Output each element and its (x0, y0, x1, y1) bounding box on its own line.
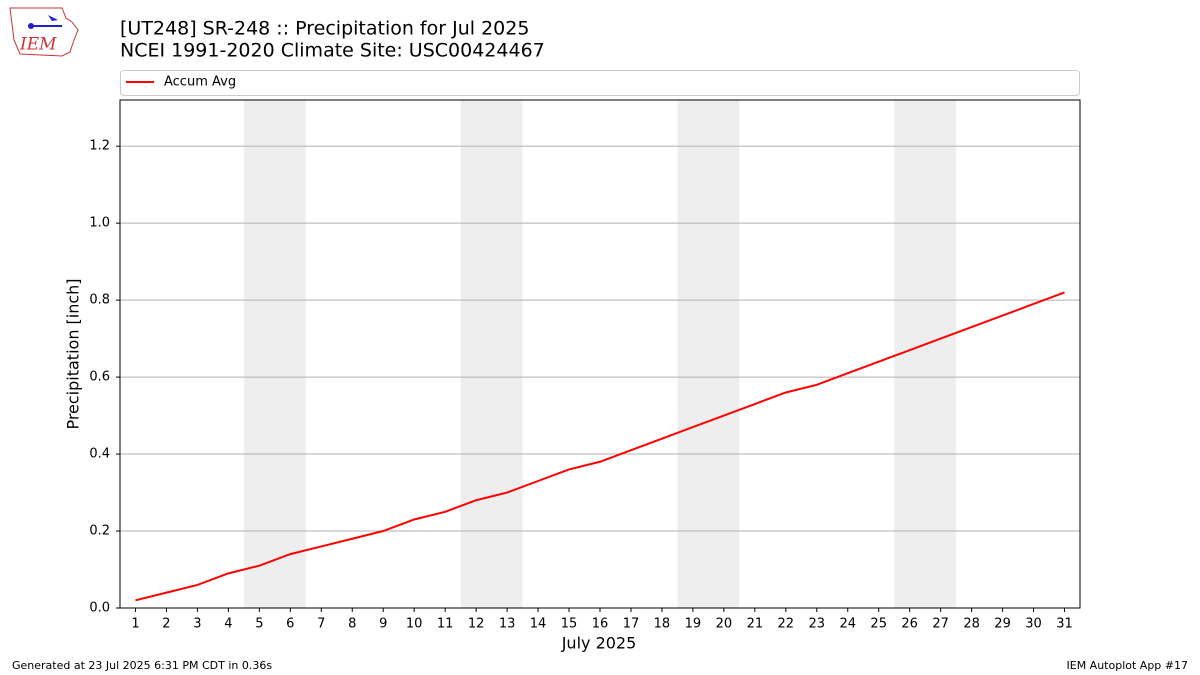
plot-frame (119, 99, 1081, 609)
logo-outline (9, 7, 79, 57)
x-tick-label: 8 (348, 617, 356, 632)
x-tick-label: 21 (747, 617, 764, 632)
x-tick-label: 31 (1056, 617, 1073, 632)
x-tick-label: 18 (654, 617, 671, 632)
y-tick-label: 0.4 (89, 447, 110, 462)
y-tick-label: 0.8 (89, 293, 110, 308)
x-tick-label: 9 (379, 617, 387, 632)
x-tick-label: 29 (994, 617, 1011, 632)
x-tick-label: 24 (839, 617, 856, 632)
x-tick-label: 10 (406, 617, 423, 632)
y-tick-label: 0.6 (89, 370, 110, 385)
x-tick-label: 4 (224, 617, 232, 632)
x-tick-label: 6 (286, 617, 294, 632)
weekend-shade (243, 100, 306, 608)
x-tick-label: 13 (499, 617, 516, 632)
y-axis-label: Precipitation [inch] (64, 278, 83, 429)
x-tick-label: 28 (963, 617, 980, 632)
x-tick-label: 2 (162, 617, 170, 632)
logo: IEM (9, 7, 79, 57)
y-tick-label: 1.0 (89, 216, 110, 231)
legend-box (120, 70, 1080, 96)
y-tick-label: 0.2 (89, 524, 110, 539)
footer-right: IEM Autoplot App #17 (1067, 659, 1189, 672)
x-tick-label: 11 (437, 617, 454, 632)
x-tick-label: 23 (809, 617, 826, 632)
x-tick-label: 19 (685, 617, 702, 632)
y-tick-label: 0.0 (89, 601, 110, 616)
x-tick-label: 30 (1025, 617, 1042, 632)
x-tick-label: 17 (623, 617, 640, 632)
x-tick-label: 16 (592, 617, 609, 632)
weekend-shade (460, 100, 523, 608)
logo-dot (28, 23, 34, 29)
x-tick-label: 14 (530, 617, 547, 632)
weekend-shade (677, 100, 740, 608)
chart-title: [UT248] SR-248 :: Precipitation for Jul … (120, 18, 529, 40)
x-tick-label: 12 (468, 617, 485, 632)
weekend-shade (894, 100, 957, 608)
legend-label: Accum Avg (164, 75, 236, 90)
line-series (135, 291, 1065, 602)
logo-flag (48, 15, 58, 21)
x-axis-label: July 2025 (561, 634, 637, 653)
x-tick-label: 3 (193, 617, 201, 632)
x-tick-label: 25 (870, 617, 887, 632)
chart-subtitle: NCEI 1991-2020 Climate Site: USC00424467 (120, 40, 545, 62)
x-tick-label: 5 (255, 617, 263, 632)
y-tick-label: 1.2 (89, 139, 110, 154)
x-tick-label: 1 (131, 617, 139, 632)
x-tick-label: 27 (932, 617, 949, 632)
x-tick-label: 7 (317, 617, 325, 632)
x-tick-label: 15 (561, 617, 578, 632)
x-tick-label: 22 (778, 617, 795, 632)
footer-left: Generated at 23 Jul 2025 6:31 PM CDT in … (12, 659, 272, 672)
x-tick-label: 20 (716, 617, 733, 632)
logo-text: IEM (19, 35, 57, 55)
x-tick-label: 26 (901, 617, 918, 632)
